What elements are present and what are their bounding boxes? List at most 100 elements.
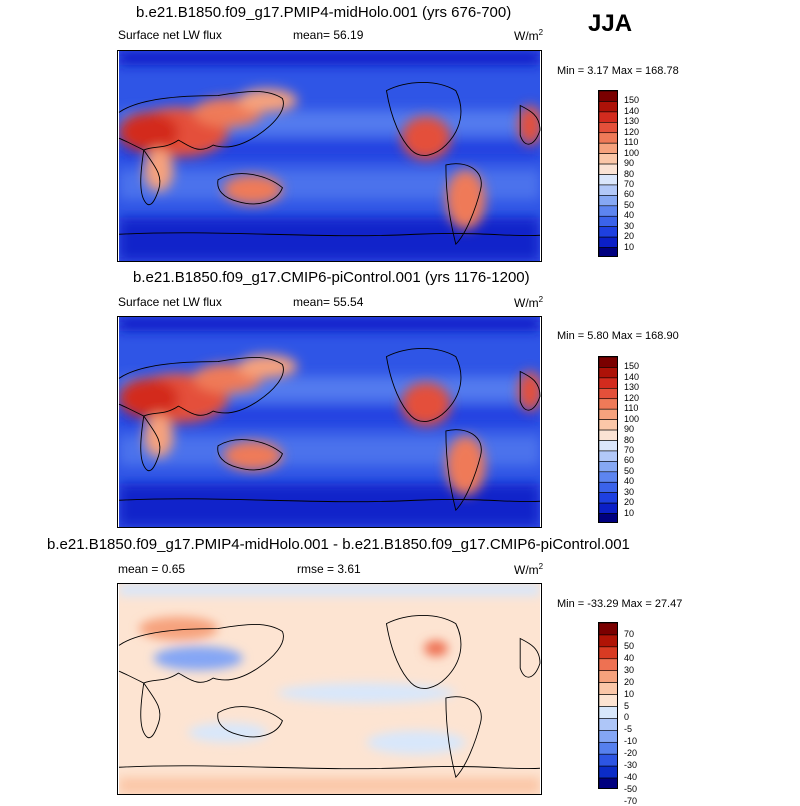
panel1-north-america bbox=[401, 116, 451, 160]
panel1-australia bbox=[223, 174, 283, 205]
colorbar-tick-label: 150 bbox=[624, 361, 640, 372]
panel2-north-america bbox=[401, 382, 451, 426]
panel1-arctic-band bbox=[119, 51, 540, 65]
colorbar-swatch bbox=[599, 450, 617, 462]
panel2-title: b.e21.B1850.f09_g17.CMIP6-piControl.001 … bbox=[133, 269, 530, 286]
colorbar-tick-label: 50 bbox=[624, 640, 635, 651]
panel3-south-pacific-cool bbox=[366, 730, 466, 755]
colorbar-tick-label: 140 bbox=[624, 105, 640, 116]
panel3-arctic-band bbox=[119, 584, 540, 596]
colorbar-tick-label: 60 bbox=[624, 455, 635, 466]
colorbar-swatch bbox=[599, 408, 617, 420]
colorbar-tick-label: 60 bbox=[624, 189, 635, 200]
colorbar-tick-label: 130 bbox=[624, 382, 640, 393]
panel2-map bbox=[117, 316, 542, 528]
panel1-south-america bbox=[445, 169, 486, 230]
panel3-pacific-cool bbox=[277, 683, 456, 703]
colorbar-tick-label: 80 bbox=[624, 168, 635, 179]
colorbar-swatch bbox=[599, 247, 617, 256]
panel3-units-label: W/m2 bbox=[514, 562, 544, 577]
colorbar-swatch bbox=[599, 670, 617, 683]
colorbar-tick-label: 100 bbox=[624, 413, 640, 424]
panel3-eurasia-warm bbox=[138, 616, 219, 641]
panel2-minmax-label: Min = 5.80 Max = 168.90 bbox=[557, 330, 679, 342]
colorbar-tick-label: 40 bbox=[624, 210, 635, 221]
panel2-units-label: W/m2 bbox=[514, 295, 544, 310]
colorbar-tick-label: 70 bbox=[624, 178, 635, 189]
panel3-mean-label: mean = 0.65 bbox=[118, 562, 186, 576]
colorbar-tick-label: 120 bbox=[624, 392, 640, 403]
panel3-rmse-label: rmse = 3.61 bbox=[297, 562, 361, 576]
colorbar-tick-label: 10 bbox=[624, 688, 635, 699]
colorbar-swatch bbox=[599, 623, 617, 636]
colorbar-swatch bbox=[599, 658, 617, 672]
panel1-africa-south bbox=[143, 148, 174, 192]
colorbar-tick-label: 100 bbox=[624, 147, 640, 158]
panel3-north-america-warm bbox=[424, 640, 448, 657]
colorbar-tick-label: 110 bbox=[624, 403, 639, 414]
colorbar-swatch bbox=[599, 205, 617, 217]
colorbar-swatch bbox=[599, 388, 617, 400]
colorbar-tick-label: 50 bbox=[624, 199, 635, 210]
colorbar-tick-label: -10 bbox=[624, 736, 638, 747]
colorbar-swatch bbox=[599, 153, 617, 165]
panel2-sahara-hot bbox=[119, 378, 179, 419]
panel1-minmax-label: Min = 3.17 Max = 168.78 bbox=[557, 65, 679, 77]
colorbar-swatch bbox=[599, 419, 617, 431]
panel3-map bbox=[117, 583, 542, 795]
panel3-antarctic-band bbox=[119, 777, 540, 794]
colorbar-tick-label: 80 bbox=[624, 434, 635, 445]
colorbar-swatch bbox=[599, 492, 617, 504]
colorbar-tick-label: 30 bbox=[624, 486, 635, 497]
colorbar-tick-label: 70 bbox=[624, 628, 635, 639]
colorbar-swatch bbox=[599, 481, 617, 493]
colorbar-tick-label: -40 bbox=[624, 772, 638, 783]
colorbar-swatch bbox=[599, 236, 617, 248]
colorbar-tick-label: 20 bbox=[624, 497, 635, 508]
panel1-sahara-hot bbox=[119, 112, 179, 153]
colorbar-tick-label: -30 bbox=[624, 760, 638, 771]
colorbar-swatch bbox=[599, 730, 617, 743]
colorbar-tick-label: 50 bbox=[624, 465, 635, 476]
colorbar-swatch bbox=[599, 91, 617, 102]
panel3-indian-ocean-cool bbox=[188, 722, 268, 743]
panel3-colorbar-labels: 70 50 40 30 20 10 5 0 -5 -10 -20 -30 -40 -50 -70 bbox=[624, 622, 664, 806]
panel3-colorbar bbox=[598, 622, 618, 789]
panel2-coastlines bbox=[118, 348, 541, 512]
colorbar-swatch bbox=[599, 646, 617, 660]
colorbar-tick-label: -20 bbox=[624, 748, 638, 759]
colorbar-swatch bbox=[599, 184, 617, 196]
colorbar-tick-label: -70 bbox=[624, 795, 638, 806]
colorbar-tick-label: 10 bbox=[624, 241, 635, 252]
colorbar-tick-label: 110 bbox=[624, 137, 639, 148]
panel1-mean-label: mean= 56.19 bbox=[293, 28, 364, 42]
panel1-coastlines bbox=[118, 82, 541, 246]
panel1-units-label: W/m2 bbox=[514, 28, 544, 43]
colorbar-swatch bbox=[599, 195, 617, 207]
colorbar-swatch bbox=[599, 122, 617, 134]
colorbar-tick-label: 150 bbox=[624, 95, 640, 106]
colorbar-swatch bbox=[599, 101, 617, 113]
colorbar-swatch bbox=[599, 706, 617, 719]
colorbar-swatch bbox=[599, 440, 617, 452]
panel2-arctic-band bbox=[119, 317, 540, 331]
colorbar-swatch bbox=[599, 502, 617, 514]
colorbar-tick-label: -50 bbox=[624, 784, 638, 794]
colorbar-tick-label: -5 bbox=[624, 724, 633, 735]
panel1-east-asia-warm bbox=[237, 88, 298, 113]
panel2-africa-south bbox=[143, 414, 174, 458]
colorbar-tick-label: 90 bbox=[624, 424, 635, 435]
colorbar-tick-label: 10 bbox=[624, 507, 635, 518]
colorbar-swatch bbox=[599, 461, 617, 473]
colorbar-swatch bbox=[599, 163, 617, 175]
panel3-coastlines bbox=[118, 615, 541, 779]
colorbar-tick-label: 140 bbox=[624, 371, 640, 382]
colorbar-tick-label: 20 bbox=[624, 676, 635, 687]
panel3-sahel-cool bbox=[153, 646, 243, 671]
colorbar-tick-label: 30 bbox=[624, 664, 635, 675]
colorbar-swatch bbox=[599, 367, 617, 379]
colorbar-swatch bbox=[599, 132, 617, 144]
colorbar-tick-label: 0 bbox=[624, 712, 630, 723]
panel2-south-america bbox=[445, 435, 486, 496]
panel3-minmax-label: Min = -33.29 Max = 27.47 bbox=[557, 598, 683, 610]
